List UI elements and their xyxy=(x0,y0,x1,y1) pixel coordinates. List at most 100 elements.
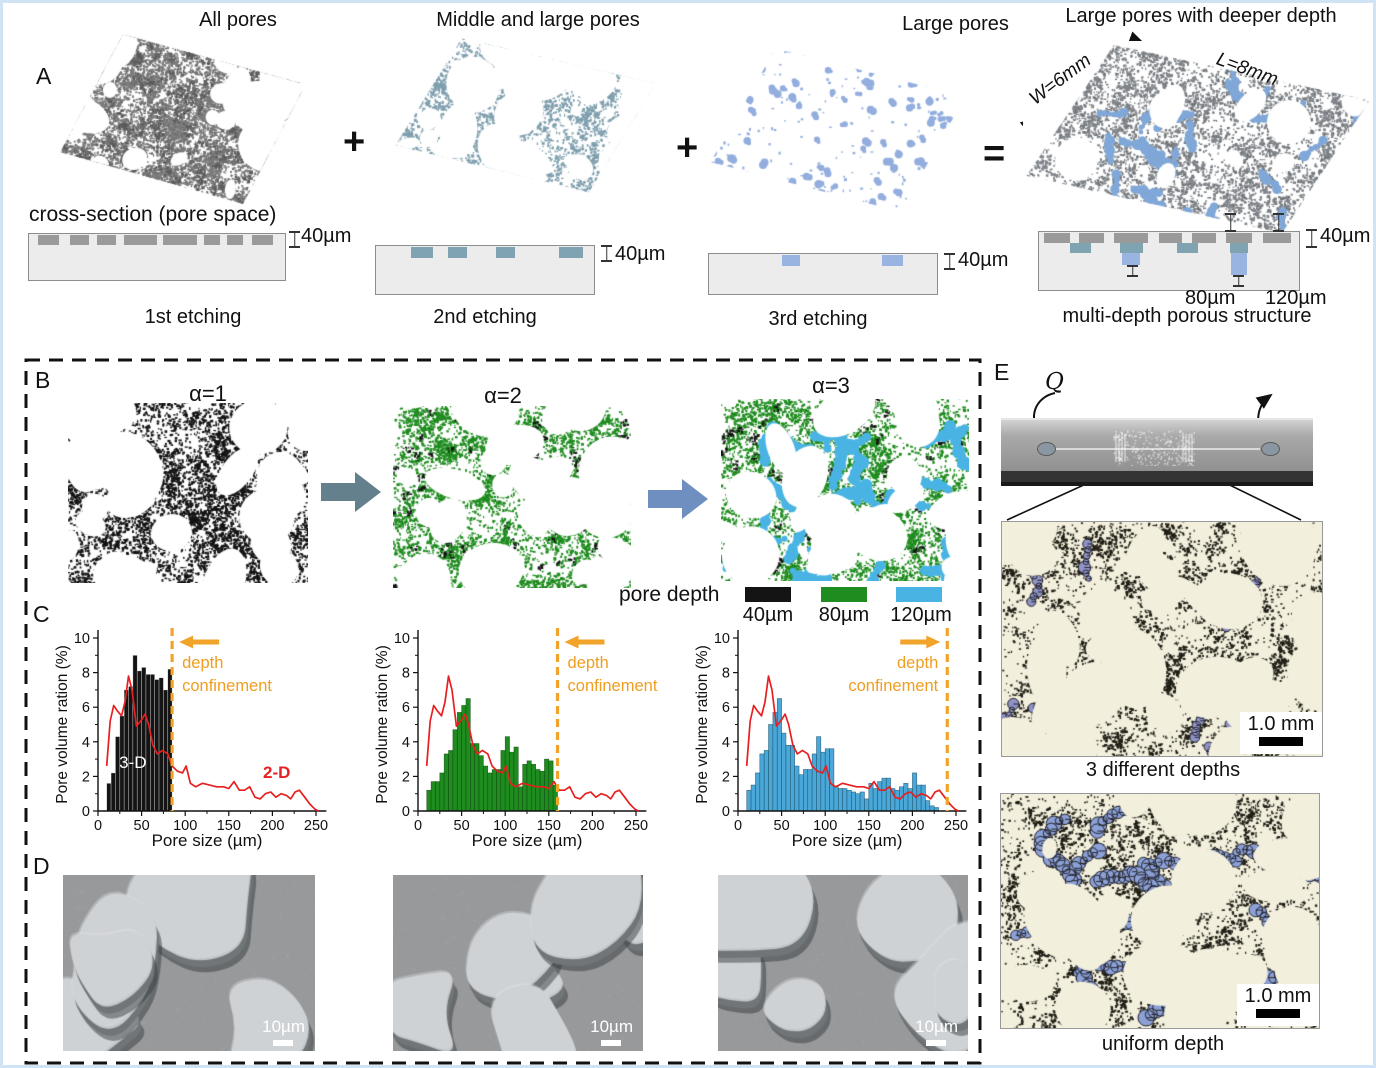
title-middle-large-pores: Middle and large pores xyxy=(436,9,640,31)
svg-text:100: 100 xyxy=(813,818,837,834)
arrow-alpha2-to-alpha3 xyxy=(648,479,708,519)
svg-text:confinement: confinement xyxy=(848,677,938,695)
svg-text:250: 250 xyxy=(944,818,968,834)
depth-label-2: 40µm xyxy=(615,243,666,265)
pore-segment xyxy=(163,235,197,245)
alpha-1-label: α=1 xyxy=(189,381,227,406)
histogram-80um: 0 50 100 150 200 250 0 2 4 6 8 10 depth confinement Po… xyxy=(373,618,673,853)
panel-c-label: C xyxy=(33,601,50,627)
pore-segment xyxy=(204,235,220,245)
pore-segment xyxy=(1226,233,1253,243)
svg-text:8: 8 xyxy=(722,666,730,682)
svg-text:Pore size (µm): Pore size (µm) xyxy=(472,831,583,850)
pore-segment xyxy=(1070,243,1091,253)
histogram-40um: 0 50 100 150 200 250 0 2 4 6 8 10 depth confinement 3-… xyxy=(53,618,353,853)
cross-section-label: cross-section (pore space) xyxy=(29,203,277,226)
sem-image-1: 10µm xyxy=(63,875,315,1051)
pore-map-alpha-3 xyxy=(721,399,969,581)
pore-segment xyxy=(1044,233,1071,243)
svg-text:8: 8 xyxy=(82,666,90,682)
svg-text:2: 2 xyxy=(402,769,410,785)
scalebox-bottom: 1.0 mm xyxy=(1237,984,1319,1026)
pore-segment xyxy=(1122,253,1141,265)
depth-tick-3 xyxy=(944,253,955,270)
scale-label-bottom: 1.0 mm xyxy=(1244,985,1312,1007)
caption-2nd-etching: 2nd etching xyxy=(433,306,537,328)
caption-uniform-depth: uniform depth xyxy=(1101,1033,1225,1055)
histogram-svg-3: 0 50 100 150 200 250 0 2 4 6 8 10 depth confinement Po… xyxy=(694,628,968,850)
svg-text:0: 0 xyxy=(722,804,730,820)
micro-image-uniform: 1.0 mm xyxy=(1000,793,1320,1029)
svg-text:2-D: 2-D xyxy=(263,763,290,782)
pore-segment xyxy=(70,235,90,245)
pore-segment xyxy=(495,247,516,258)
svg-text:6: 6 xyxy=(722,700,730,716)
panel-e-label: E xyxy=(994,359,1010,385)
scale-bar-bottom xyxy=(1256,1009,1300,1018)
cross-section-1st-etching xyxy=(28,233,286,281)
sem-scale-bar-3 xyxy=(926,1040,946,1046)
svg-text:10: 10 xyxy=(74,631,90,647)
legend-swatch-120um xyxy=(896,587,942,602)
sem-scale-label-3: 10µm xyxy=(915,1017,958,1036)
depth-tick-4a xyxy=(1225,213,1236,232)
arrow-alpha1-to-alpha2 xyxy=(321,472,381,512)
title-all-pores: All pores xyxy=(199,9,277,31)
micro-image-3-depths: 1.0 mm xyxy=(1001,521,1323,757)
panel-d-label: D xyxy=(33,853,50,879)
svg-text:Pore volume ration (%): Pore volume ration (%) xyxy=(54,645,71,804)
pore-map-alpha-1 xyxy=(68,403,308,583)
svg-text:8: 8 xyxy=(402,666,410,682)
svg-text:6: 6 xyxy=(402,700,410,716)
sem-image-3: 10µm xyxy=(718,875,968,1051)
svg-text:250: 250 xyxy=(304,818,328,834)
svg-text:50: 50 xyxy=(774,818,790,834)
sem-scale-label-2: 10µm xyxy=(590,1017,633,1036)
sem-scale-bar-2 xyxy=(601,1040,621,1046)
scalebox-top: 1.0 mm xyxy=(1240,712,1322,754)
chip-outlet-hole xyxy=(1261,442,1280,456)
equals-operator: = xyxy=(983,133,1006,175)
render-middle-large-pores xyxy=(393,35,658,197)
cross-section-3rd-etching xyxy=(708,253,938,295)
render-multi-depth xyxy=(1023,41,1373,239)
sem-canvas-2 xyxy=(393,875,643,1051)
legend-label-80um: 80µm xyxy=(818,604,870,626)
pore-segment xyxy=(1114,233,1149,243)
chip-porous-pattern xyxy=(1113,430,1195,466)
pore-segment xyxy=(559,247,584,258)
svg-text:4: 4 xyxy=(722,735,730,751)
svg-text:250: 250 xyxy=(624,818,648,834)
svg-text:Pore volume ration (%): Pore volume ration (%) xyxy=(374,645,391,804)
svg-text:depth: depth xyxy=(182,654,223,672)
depth-tick-4b xyxy=(1273,213,1284,232)
svg-text:6: 6 xyxy=(82,700,90,716)
depth-tick-4c xyxy=(1306,229,1317,248)
scale-bar-top xyxy=(1259,737,1303,746)
render-all-pores xyxy=(58,31,308,209)
svg-text:150: 150 xyxy=(217,818,241,834)
pore-segment xyxy=(410,247,433,258)
svg-text:confinement: confinement xyxy=(568,677,658,695)
svg-text:3-D: 3-D xyxy=(119,753,146,772)
pore-segment xyxy=(882,255,903,266)
svg-text:Pore size (µm): Pore size (µm) xyxy=(792,831,903,850)
pore-segment xyxy=(96,235,116,245)
svg-text:0: 0 xyxy=(82,804,90,820)
svg-text:confinement: confinement xyxy=(182,677,272,695)
svg-text:10: 10 xyxy=(714,631,730,647)
pore-segment xyxy=(1262,233,1292,243)
chip-side-edge xyxy=(1001,471,1313,482)
panel-a-label: A xyxy=(36,63,52,89)
title-large-pores-deeper: Large pores with deeper depth xyxy=(1065,5,1337,27)
sem-scale-label-1: 10µm xyxy=(262,1017,305,1036)
pore-map-alpha-2 xyxy=(393,406,631,588)
pore-segment xyxy=(251,235,274,245)
chip-inlet-hole xyxy=(1037,442,1056,456)
svg-text:depth: depth xyxy=(568,654,609,672)
caption-multi-depth: multi-depth porous structure xyxy=(1062,305,1312,327)
depth-tick-120 xyxy=(1233,275,1244,287)
svg-text:0: 0 xyxy=(94,818,102,834)
svg-text:200: 200 xyxy=(260,818,284,834)
